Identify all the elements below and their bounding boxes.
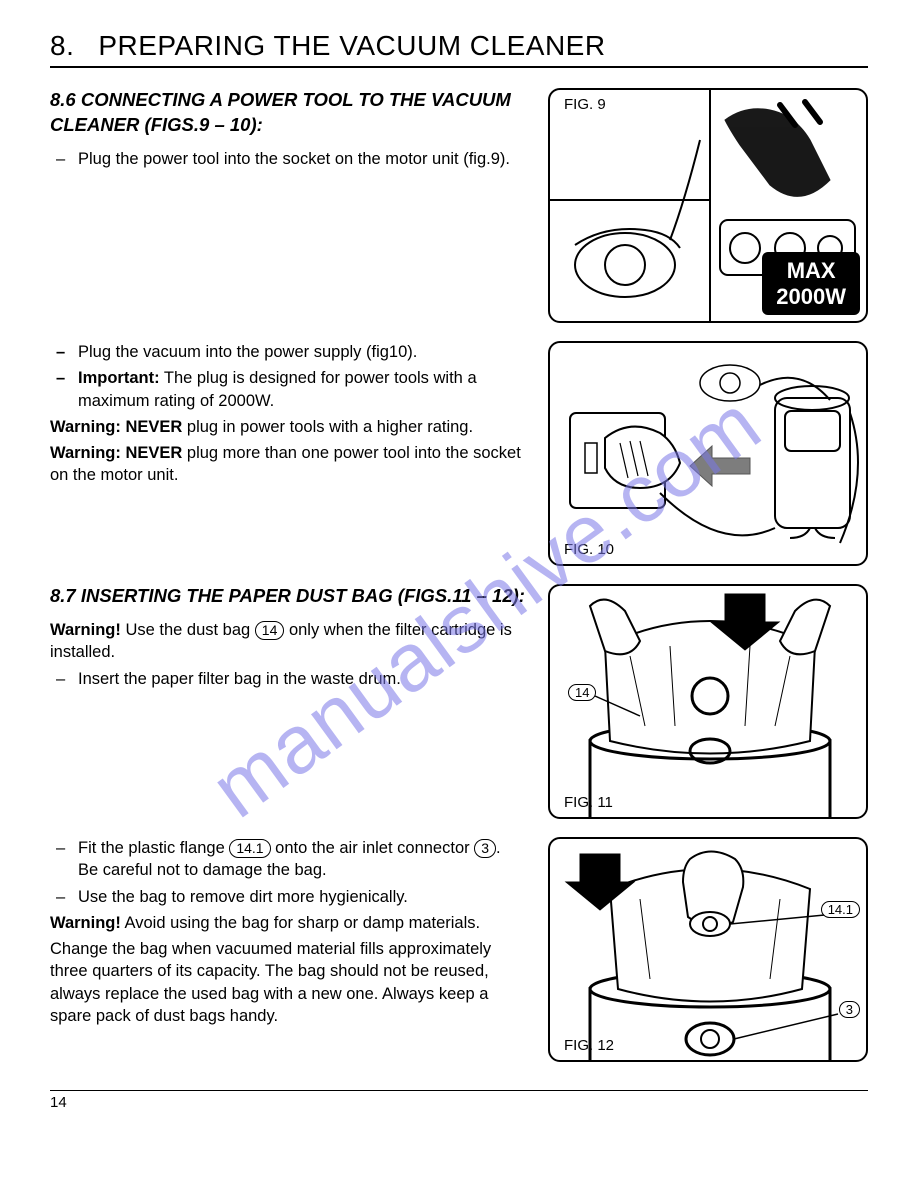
callout-14-1: 14.1 (229, 839, 270, 858)
bullet-item: Plug the power tool into the socket on t… (50, 148, 530, 170)
warning-label: Warning: NEVER (50, 418, 182, 436)
chapter-text: PREPARING THE VACUUM CLEANER (98, 30, 605, 61)
warning-paragraph: Warning! Avoid using the bag for sharp o… (50, 912, 530, 934)
figure-9: FIG. 9 MAX 2000W (548, 88, 868, 323)
warning-label: Warning! (50, 914, 121, 932)
bullet-item: Plug the vacuum into the power supply (f… (50, 341, 530, 363)
bullet-item: Important: The plug is designed for powe… (50, 367, 530, 412)
text: Use the dust bag (121, 621, 255, 639)
warning-text: plug in power tools with a higher rating… (182, 418, 473, 436)
section-8-7-heading: 8.7 INSERTING THE PAPER DUST BAG (FIGS.1… (50, 584, 530, 609)
figure-11: 14 FIG. 11 (548, 584, 868, 819)
figure-12-callout-3: 3 (839, 1001, 860, 1018)
warning-text: Avoid using the bag for sharp or damp ma… (121, 914, 480, 932)
figure-12-callout-14-1: 14.1 (821, 901, 860, 918)
max-label-line1: MAX (776, 258, 846, 283)
warning-label: Warning: NEVER (50, 444, 182, 462)
warning-paragraph: Warning: NEVER plug more than one power … (50, 442, 530, 487)
page-number: 14 (50, 1094, 67, 1111)
figure-10: FIG. 10 (548, 341, 868, 566)
max-label-line2: 2000W (776, 284, 846, 309)
page-footer: 14 (50, 1090, 868, 1111)
warning-label: Warning! (50, 621, 121, 639)
max-wattage-badge: MAX 2000W (762, 252, 860, 315)
paragraph: Change the bag when vacuumed material fi… (50, 938, 530, 1027)
figure-11-label: FIG. 11 (558, 792, 619, 813)
text: Fit the plastic flange (78, 839, 229, 857)
figure-12: 14.1 3 FIG. 12 (548, 837, 868, 1062)
warning-paragraph: Warning: NEVER plug in power tools with … (50, 416, 530, 438)
text: onto the air inlet connector (271, 839, 475, 857)
chapter-number: 8. (50, 30, 74, 61)
warning-paragraph: Warning! Use the dust bag 14 only when t… (50, 619, 530, 664)
callout-3: 3 (474, 839, 496, 858)
bullet-item: Insert the paper filter bag in the waste… (50, 668, 530, 690)
figure-11-callout-14: 14 (568, 684, 596, 701)
bullet-item: Fit the plastic flange 14.1 onto the air… (50, 837, 530, 882)
bullet-item: Use the bag to remove dirt more hygienic… (50, 886, 530, 908)
figure-12-label: FIG. 12 (558, 1035, 620, 1056)
text: . (496, 839, 501, 857)
callout-14: 14 (255, 621, 285, 640)
figure-10-label: FIG. 10 (558, 539, 620, 560)
chapter-title: 8. PREPARING THE VACUUM CLEANER (50, 30, 868, 68)
section-8-6-heading: 8.6 CONNECTING A POWER TOOL TO THE VACUU… (50, 88, 530, 138)
text: Be careful not to damage the bag. (78, 861, 327, 879)
important-label: Important: (78, 369, 160, 387)
